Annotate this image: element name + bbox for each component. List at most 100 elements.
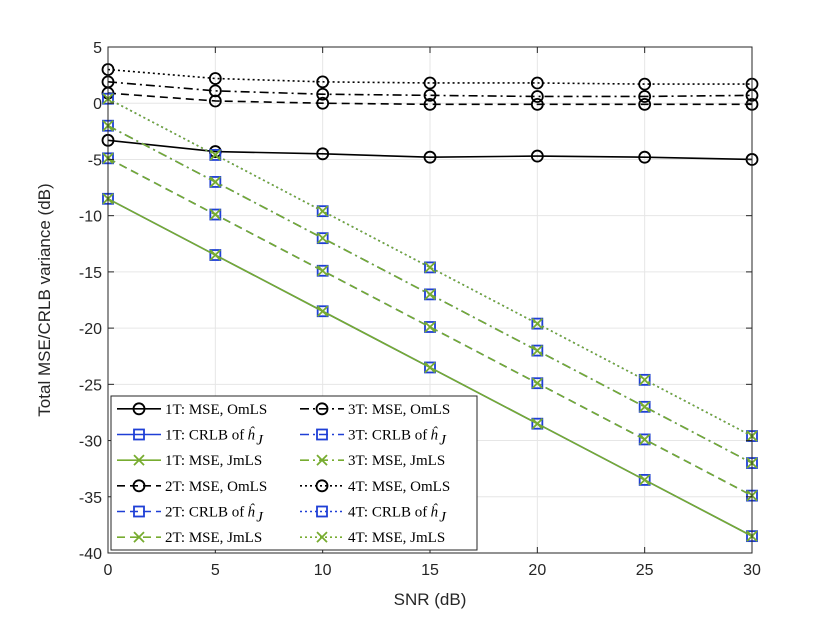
legend-marker: [316, 505, 328, 518]
legend-label: 4T: MSE, JmLS: [348, 530, 445, 546]
x-tick-label: 30: [743, 562, 761, 579]
math-symbol-h-hat: ĥ: [247, 427, 255, 444]
series-12: [102, 93, 758, 442]
data-point-marker: [209, 149, 221, 161]
data-point-marker: [638, 150, 652, 164]
data-point-marker: [209, 176, 221, 188]
data-point-marker: [316, 75, 330, 89]
legend-label: 2T: CRLB of: [165, 505, 244, 521]
legend-item: 2T: MSE, OmLS: [117, 479, 267, 495]
data-point-marker: [531, 317, 544, 330]
data-point-marker: [423, 88, 437, 102]
data-point-marker: [639, 433, 651, 446]
x-tick-label: 15: [421, 562, 439, 579]
math-symbol-h-hat: ĥ: [247, 504, 255, 521]
legend-label: 3T: MSE, JmLS: [348, 453, 445, 469]
y-tick-label: -30: [79, 434, 102, 451]
x-tick-label: 20: [528, 562, 546, 579]
data-point-marker: [639, 401, 651, 413]
y-axis-label: Total MSE/CRLB variance (dB): [35, 183, 54, 416]
data-point-marker: [209, 208, 222, 221]
data-point-marker: [208, 72, 222, 85]
legend-item: 3T: MSE, JmLS: [300, 453, 445, 469]
data-point-marker: [639, 374, 651, 386]
math-subscript-j: J: [439, 433, 447, 449]
legend-marker: [316, 531, 328, 543]
math-subscript-j: J: [256, 433, 264, 449]
data-point-marker: [424, 321, 436, 333]
data-point-marker: [531, 418, 543, 430]
legend-label: 2T: MSE, JmLS: [165, 530, 262, 546]
data-point-marker: [530, 76, 544, 90]
x-axis-label: SNR (dB): [394, 590, 467, 609]
data-point-marker: [531, 377, 543, 389]
legend-marker: [133, 428, 145, 441]
data-point-marker: [317, 232, 329, 244]
legend-marker: [132, 402, 146, 416]
data-point-marker: [531, 344, 543, 357]
data-point-marker: [424, 261, 436, 274]
data-point-marker: [638, 433, 651, 446]
data-point-marker: [209, 208, 221, 221]
y-tick-label: 0: [93, 96, 102, 113]
legend-marker: [315, 479, 329, 493]
legend-item: 4T: MSE, OmLS: [300, 479, 450, 495]
data-point-marker: [531, 417, 544, 430]
data-point-marker: [638, 400, 651, 413]
legend-item: 4T: MSE, JmLS: [300, 530, 445, 546]
data-point-marker: [424, 288, 436, 301]
legend-label: 2T: MSE, OmLS: [165, 479, 267, 495]
math-symbol-h-hat: ĥ: [430, 504, 438, 521]
legend-marker: [316, 454, 328, 466]
data-point-marker: [424, 321, 436, 333]
legend-label: 1T: CRLB of: [165, 428, 244, 444]
legend-label: 1T: MSE, JmLS: [165, 453, 262, 469]
series-line: [107, 81, 753, 98]
data-point-marker: [423, 150, 437, 164]
legend-box: [110, 395, 478, 551]
data-point-marker: [638, 77, 652, 91]
legend-item: 2T: MSE, JmLS: [117, 530, 262, 546]
series-line: [107, 92, 752, 106]
data-point-marker: [209, 249, 221, 261]
data-point-marker: [316, 205, 329, 218]
y-tick-label: -35: [79, 490, 102, 507]
data-point-marker: [639, 474, 651, 486]
tick-labels: 0 5 10 15 20 25 30 5 0 -5 -10 -15 -20 -25 -30 -35 -40: [79, 40, 761, 579]
data-point-marker: [424, 361, 436, 374]
math-symbol-h-hat: ĥ: [430, 427, 438, 444]
data-point-marker: [531, 344, 544, 357]
y-tick-label: -5: [88, 152, 102, 169]
data-point-marker: [209, 249, 222, 261]
legend-marker: [316, 428, 328, 441]
data-point-marker: [316, 147, 330, 161]
series-1: [101, 133, 759, 166]
data-point-marker: [316, 264, 329, 277]
legend-label: 3T: MSE, OmLS: [348, 402, 450, 418]
x-tick-label: 5: [211, 562, 220, 579]
data-point-marker: [423, 76, 437, 90]
data-point-marker: [530, 97, 544, 111]
data-point-marker: [423, 97, 437, 111]
legend-marker: [133, 505, 145, 518]
y-tick-label: -10: [79, 209, 102, 226]
data-point-marker: [424, 361, 436, 374]
data-point-marker: [317, 265, 329, 277]
data-point-marker: [209, 149, 222, 161]
data-point-marker: [638, 474, 651, 486]
data-point-marker: [209, 176, 222, 188]
y-tick-label: -40: [79, 546, 102, 563]
data-point-marker: [638, 373, 651, 386]
series-3: [102, 193, 758, 542]
series-9: [102, 120, 758, 469]
legend-item: 1T: MSE, OmLS: [117, 402, 267, 418]
legend-marker: [132, 479, 146, 493]
series-layer: [101, 63, 759, 543]
y-tick-label: 5: [93, 40, 102, 57]
y-tick-label: -25: [79, 377, 102, 394]
